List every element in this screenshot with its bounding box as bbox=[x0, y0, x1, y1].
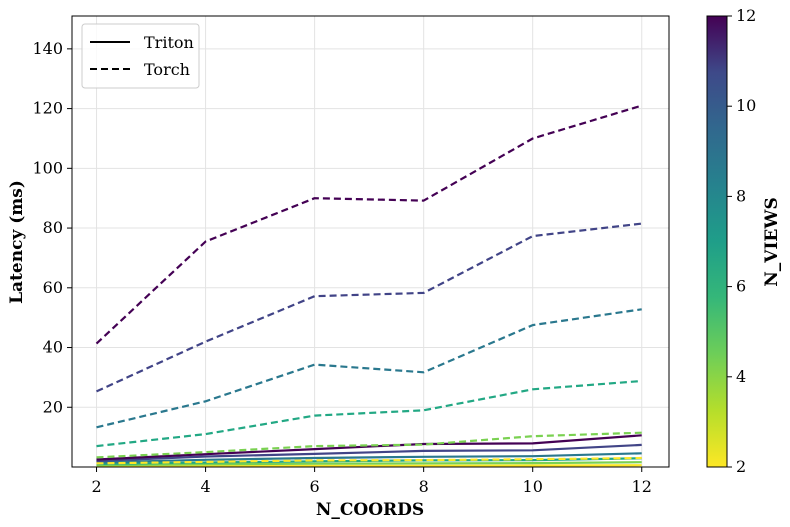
torch-series-line-nviews-12 bbox=[95, 104, 643, 345]
triton-series-line-nviews-4 bbox=[96, 461, 642, 467]
colorbar-ticks: 2 4 6 8 10 12 bbox=[727, 6, 756, 476]
y-tick-label: 20 bbox=[43, 397, 63, 416]
x-axis-ticks: 2 4 6 8 10 12 bbox=[91, 467, 652, 496]
x-tick-label: 10 bbox=[523, 477, 543, 496]
y-tick-label: 120 bbox=[32, 99, 63, 118]
series-group bbox=[95, 104, 643, 467]
x-axis-title: N_COORDS bbox=[316, 500, 424, 520]
y-tick-label: 80 bbox=[43, 218, 63, 237]
colorbar-tick-label: 12 bbox=[736, 6, 756, 25]
colorbar-title: N_VIEWS bbox=[762, 197, 782, 287]
y-axis-title: Latency (ms) bbox=[7, 180, 27, 304]
triton-series-line-nviews-8 bbox=[96, 452, 642, 464]
triton-series-line-nviews-12 bbox=[96, 434, 642, 461]
torch-series-line-nviews-4 bbox=[96, 431, 642, 459]
x-tick-label: 4 bbox=[200, 477, 210, 496]
y-axis-ticks: 20 40 60 80 100 120 140 bbox=[32, 39, 72, 416]
legend-box bbox=[81, 23, 200, 89]
torch-series-line-nviews-8 bbox=[96, 308, 642, 429]
y-tick-label: 140 bbox=[32, 39, 63, 58]
colorbar-tick-label: 2 bbox=[736, 457, 746, 476]
torch-series-line-nviews-10 bbox=[96, 222, 642, 393]
x-tick-label: 8 bbox=[419, 477, 429, 496]
triton-series-line-nviews-2 bbox=[96, 464, 642, 467]
colorbar-tick-label: 10 bbox=[736, 96, 756, 115]
colorbar-tick-label: 8 bbox=[736, 186, 746, 205]
colorbar-tick-label: 6 bbox=[736, 277, 746, 296]
plot-frame bbox=[71, 15, 670, 468]
legend: Triton Torch bbox=[81, 23, 200, 89]
grid-lines bbox=[72, 16, 669, 467]
y-tick-label: 40 bbox=[43, 338, 63, 357]
torch-series-line-nviews-2 bbox=[96, 456, 642, 465]
legend-label-triton: Triton bbox=[144, 33, 194, 52]
x-tick-label: 6 bbox=[310, 477, 320, 496]
triton-series-line-nviews-10 bbox=[96, 443, 642, 463]
colorbar: 2 4 6 8 10 12 N_VIEWS bbox=[706, 6, 782, 476]
y-tick-label: 60 bbox=[43, 278, 63, 297]
legend-label-torch: Torch bbox=[144, 60, 190, 79]
x-tick-label: 2 bbox=[91, 477, 101, 496]
torch-series-line-nviews-6 bbox=[96, 379, 642, 448]
x-tick-label: 12 bbox=[632, 477, 652, 496]
y-tick-label: 100 bbox=[32, 158, 63, 177]
colorbar-gradient bbox=[706, 15, 728, 468]
colorbar-tick-label: 4 bbox=[736, 367, 746, 386]
